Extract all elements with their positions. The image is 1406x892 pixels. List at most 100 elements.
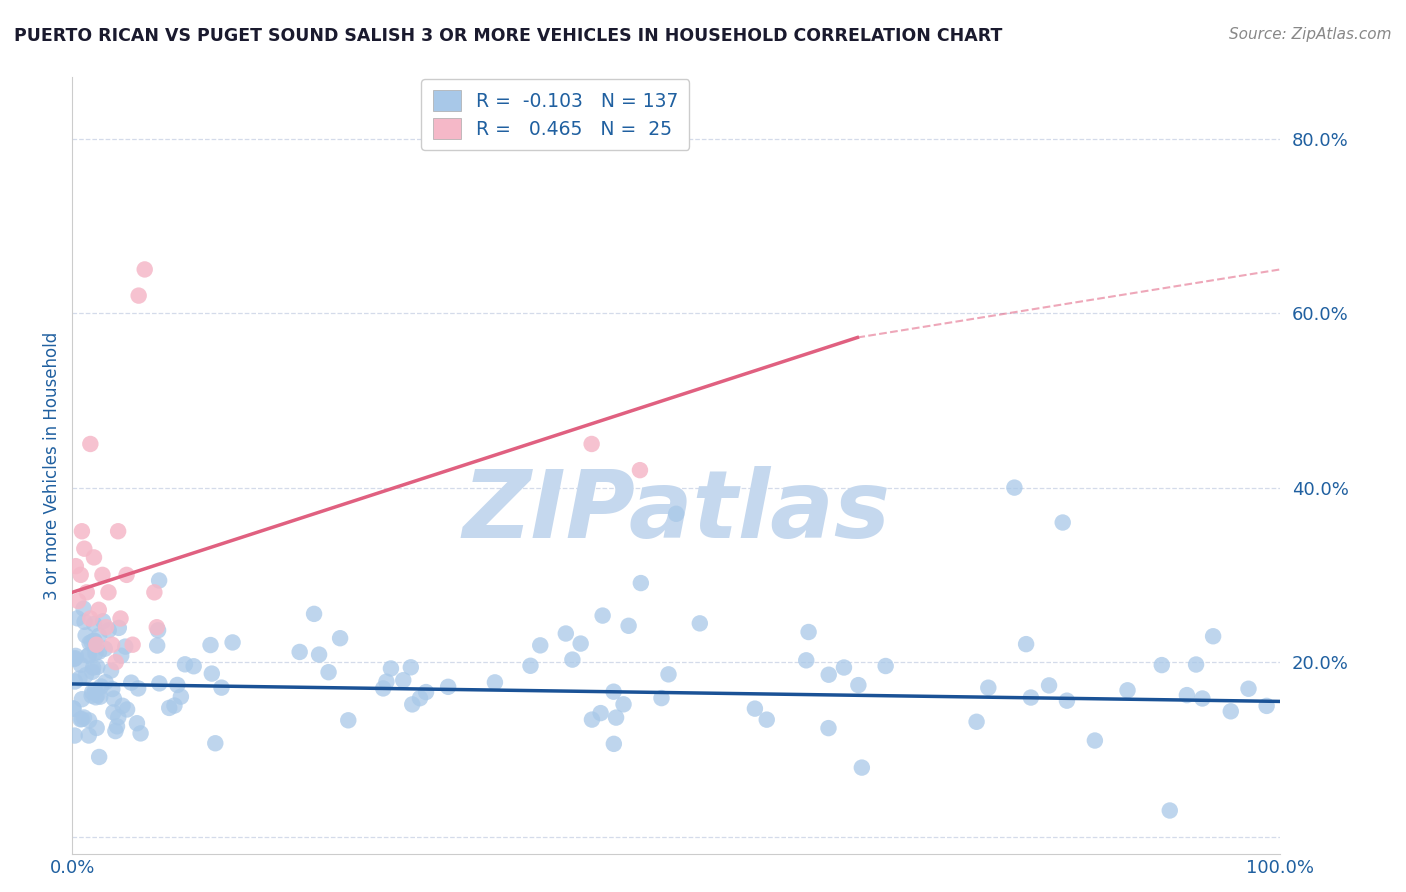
Point [69, 567, 91, 582]
Point [129, 726, 152, 740]
Point [1237, 681, 1260, 696]
Point [128, 288, 150, 302]
Point [134, 262, 156, 277]
Point [110, 611, 132, 625]
Point [70, 692, 93, 706]
Point [148, 574, 170, 588]
Point [73, 615, 96, 629]
Point [200, 638, 222, 652]
Point [146, 639, 169, 653]
Point [415, 685, 437, 699]
Point [105, 719, 128, 733]
Point [146, 624, 169, 638]
Point [875, 659, 897, 673]
Point [75, 628, 97, 642]
Point [107, 524, 129, 539]
Point [657, 667, 679, 681]
Text: Source: ZipAtlas.com: Source: ZipAtlas.com [1229, 27, 1392, 42]
Text: PUERTO RICAN VS PUGET SOUND SALISH 3 OR MORE VEHICLES IN HOUSEHOLD CORRELATION C: PUERTO RICAN VS PUGET SOUND SALISH 3 OR … [14, 27, 1002, 45]
Point [65, 648, 87, 663]
Point [1175, 688, 1198, 702]
Point [87, 603, 110, 617]
Point [89, 750, 111, 764]
Point [146, 620, 169, 634]
Point [63, 674, 86, 689]
Point [302, 607, 325, 621]
Point [605, 710, 627, 724]
Point [82, 660, 104, 674]
Point [125, 716, 148, 731]
Point [67, 594, 90, 608]
Point [519, 658, 541, 673]
Point [399, 660, 422, 674]
Point [76, 585, 98, 599]
Point [114, 640, 136, 654]
Point [1056, 694, 1078, 708]
Point [77, 729, 100, 743]
Point [554, 626, 576, 640]
Point [630, 576, 652, 591]
Point [97, 585, 120, 599]
Point [72, 601, 94, 615]
Point [86, 638, 108, 652]
Point [77, 714, 100, 728]
Point [79, 611, 101, 625]
Point [794, 653, 817, 667]
Point [628, 463, 651, 477]
Point [107, 710, 129, 724]
Point [603, 737, 626, 751]
Point [401, 698, 423, 712]
Point [437, 680, 460, 694]
Point [70, 657, 93, 672]
Point [115, 702, 138, 716]
Point [90, 680, 112, 694]
Legend: R =  -0.103   N = 137, R =   0.465   N =  25: R = -0.103 N = 137, R = 0.465 N = 25 [422, 79, 689, 150]
Point [77, 648, 100, 662]
Point [70, 712, 93, 726]
Point [86, 688, 108, 702]
Point [115, 567, 138, 582]
Point [83, 616, 105, 631]
Point [80, 635, 103, 649]
Point [157, 701, 180, 715]
Point [87, 629, 110, 643]
Point [755, 713, 778, 727]
Point [84, 690, 107, 705]
Point [581, 437, 603, 451]
Point [592, 608, 614, 623]
Point [689, 616, 711, 631]
Point [94, 675, 117, 690]
Point [69, 672, 91, 686]
Point [375, 674, 398, 689]
Point [1002, 481, 1025, 495]
Point [744, 701, 766, 715]
Point [143, 585, 166, 599]
Point [409, 691, 432, 706]
Point [63, 729, 86, 743]
Y-axis label: 3 or more Vehicles in Household: 3 or more Vehicles in Household [44, 332, 60, 600]
Point [89, 690, 111, 704]
Point [484, 675, 506, 690]
Point [1256, 698, 1278, 713]
Point [66, 611, 89, 625]
Point [373, 681, 395, 696]
Point [392, 673, 415, 688]
Point [82, 665, 104, 679]
Point [83, 633, 105, 648]
Point [665, 507, 688, 521]
Point [148, 676, 170, 690]
Point [103, 706, 125, 720]
Point [79, 437, 101, 451]
Point [110, 648, 132, 663]
Point [1159, 804, 1181, 818]
Point [329, 631, 352, 645]
Point [63, 651, 86, 665]
Point [84, 646, 107, 660]
Point [62, 701, 84, 715]
Point [1185, 657, 1208, 672]
Point [797, 625, 820, 640]
Point [211, 681, 233, 695]
Point [1202, 629, 1225, 643]
Point [77, 648, 100, 663]
Point [581, 713, 603, 727]
